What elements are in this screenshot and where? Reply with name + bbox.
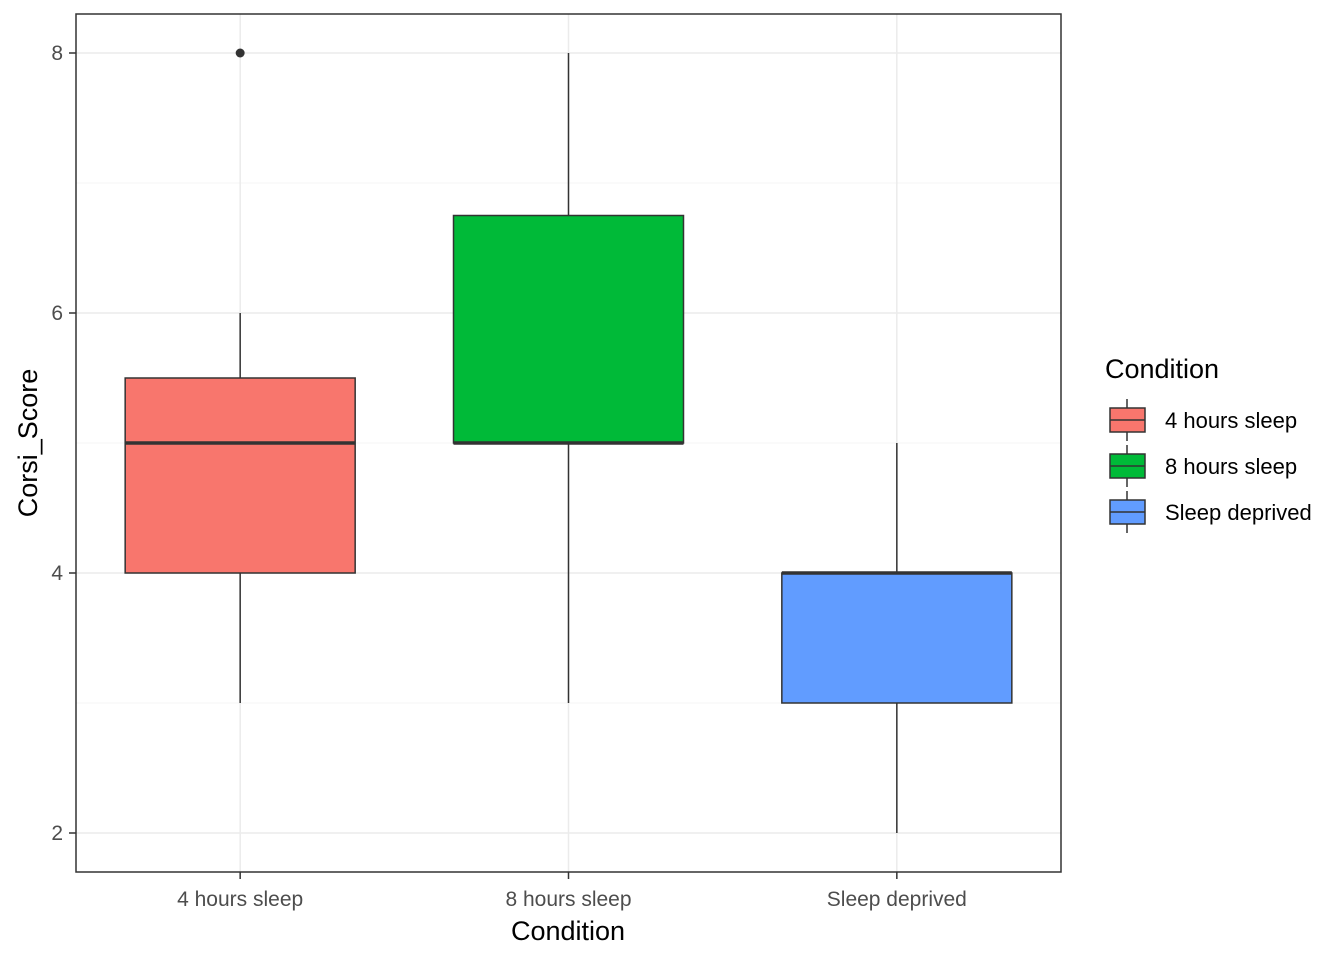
legend-label: 4 hours sleep [1165, 408, 1297, 433]
legend-keys: 4 hours sleep 8 hours sleep Sleep deprived [1109, 399, 1312, 533]
box-group [452, 53, 685, 703]
axes: 2 4 6 8 4 hours sleep 8 hours sleep Sleep depr… [51, 42, 967, 911]
y-axis-title: Corsi_Score [13, 369, 43, 518]
legend-item: 4 hours sleep [1109, 399, 1297, 441]
box-group [781, 443, 1013, 833]
box [781, 572, 1013, 704]
x-tick-label: 8 hours sleep [505, 888, 631, 911]
y-tick-label: 8 [51, 42, 63, 65]
x-axis-title: Condition [511, 916, 625, 946]
y-tick-label: 2 [51, 822, 63, 845]
x-tick-label: 4 hours sleep [177, 888, 303, 911]
box [124, 377, 356, 574]
plot-area [124, 48, 1013, 833]
legend: Condition 4 hours sleep 8 hours sleep Slee… [1105, 354, 1312, 533]
x-tick-label: Sleep deprived [827, 888, 967, 911]
legend-item: 8 hours sleep [1109, 445, 1297, 487]
outlier-point [235, 48, 245, 58]
legend-item: Sleep deprived [1109, 491, 1312, 533]
y-tick-label: 4 [51, 562, 63, 585]
legend-title: Condition [1105, 354, 1219, 384]
box-group [124, 48, 356, 703]
y-tick-label: 6 [51, 302, 63, 325]
box [452, 214, 685, 444]
legend-label: 8 hours sleep [1165, 454, 1297, 479]
legend-label: Sleep deprived [1165, 500, 1312, 525]
